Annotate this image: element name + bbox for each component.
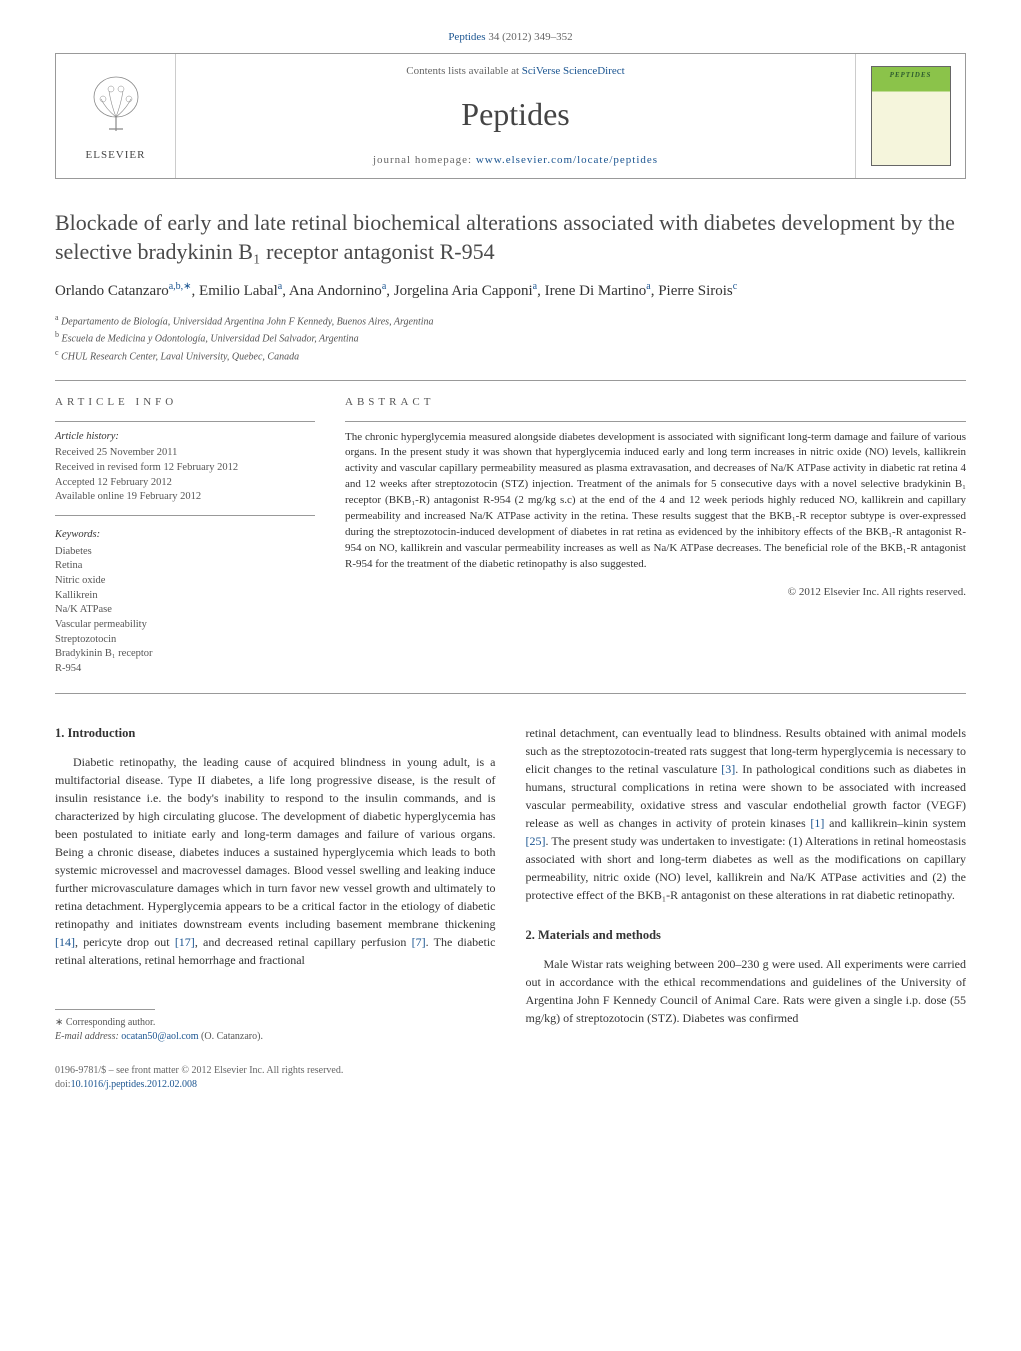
journal-homepage: journal homepage: www.elsevier.com/locat… <box>186 153 845 168</box>
reference-link[interactable]: [14] <box>55 935 75 949</box>
journal-link[interactable]: Peptides <box>448 31 485 43</box>
section-title-intro: 1. Introduction <box>55 724 496 743</box>
author: Orlando Catanzaro <box>55 283 169 299</box>
email-link[interactable]: ocatan50@aol.com <box>121 1031 198 1042</box>
history-item: Accepted 12 February 2012 <box>55 476 315 491</box>
homepage-label: journal homepage: <box>373 154 472 166</box>
keyword: Retina <box>55 559 315 574</box>
affiliation-text: Departamento de Biología, Universidad Ar… <box>61 316 433 327</box>
article-title: Blockade of early and late retinal bioch… <box>55 209 966 266</box>
article-info-column: ARTICLE INFO Article history: Received 2… <box>55 395 315 677</box>
affiliation-b: b Escuela de Medicina y Odontología, Uni… <box>55 329 966 346</box>
publisher-logo-cell: ELSEVIER <box>56 54 176 178</box>
right-column: retinal detachment, can eventually lead … <box>526 724 967 1044</box>
body-columns: 1. Introduction Diabetic retinopathy, th… <box>55 724 966 1044</box>
author-affil-sup: a,b,∗ <box>169 281 192 292</box>
affiliation-text: CHUL Research Center, Laval University, … <box>61 351 299 362</box>
author: , Irene Di Martino <box>537 283 646 299</box>
email-label: E-mail address: <box>55 1031 119 1042</box>
corresponding-author-footnote: ∗ Corresponding author. E-mail address: … <box>55 1016 496 1044</box>
body-text: Diabetic retinopathy, the leading cause … <box>55 755 496 931</box>
keywords-label: Keywords: <box>55 528 315 543</box>
homepage-url[interactable]: www.elsevier.com/locate/peptides <box>476 154 658 166</box>
affiliation-c: c CHUL Research Center, Laval University… <box>55 347 966 364</box>
contents-available: Contents lists available at SciVerse Sci… <box>186 64 845 79</box>
body-paragraph: retinal detachment, can eventually lead … <box>526 724 967 904</box>
article-info-header: ARTICLE INFO <box>55 395 315 410</box>
citation-header: Peptides 34 (2012) 349–352 <box>55 30 966 45</box>
author: , Jorgelina Aria Capponi <box>386 283 532 299</box>
keyword: Bradykinin B₁ receptor <box>55 647 315 662</box>
reference-link[interactable]: [17] <box>175 935 195 949</box>
doi-label: doi: <box>55 1079 71 1090</box>
body-text: , pericyte drop out <box>75 935 175 949</box>
doi-link[interactable]: 10.1016/j.peptides.2012.02.008 <box>71 1079 197 1090</box>
keyword: Streptozotocin <box>55 633 315 648</box>
elsevier-tree-icon <box>81 69 151 139</box>
history-item: Received 25 November 2011 <box>55 446 315 461</box>
section-title-methods: 2. Materials and methods <box>526 926 967 945</box>
citation-text: 34 (2012) 349–352 <box>488 31 572 43</box>
abstract-copyright: © 2012 Elsevier Inc. All rights reserved… <box>345 585 966 600</box>
reference-link[interactable]: [25] <box>526 834 546 848</box>
contents-text: Contents lists available at <box>406 65 519 77</box>
footer: 0196-9781/$ – see front matter © 2012 El… <box>55 1064 966 1092</box>
author-list: Orlando Catanzaroa,b,∗, Emilio Labala, A… <box>55 280 966 302</box>
info-abstract-row: ARTICLE INFO Article history: Received 2… <box>55 395 966 677</box>
author: , Emilio Labal <box>192 283 278 299</box>
corr-label: ∗ Corresponding author. <box>55 1016 496 1030</box>
keyword: Kallikrein <box>55 589 315 604</box>
reference-link[interactable]: [1] <box>810 816 824 830</box>
journal-title: Peptides <box>186 92 845 137</box>
cover-cell: PEPTIDES <box>855 54 965 178</box>
affiliation-a: a Departamento de Biología, Universidad … <box>55 312 966 329</box>
author-affil-sup: c <box>733 281 737 292</box>
divider <box>55 693 966 694</box>
author: , Pierre Sirois <box>651 283 733 299</box>
reference-link[interactable]: [3] <box>721 762 735 776</box>
body-text: and kallikrein–kinin system <box>824 816 966 830</box>
keyword: Diabetes <box>55 545 315 560</box>
body-text: , and decreased retinal capillary perfus… <box>195 935 412 949</box>
keyword: R-954 <box>55 662 315 677</box>
author: , Ana Andornino <box>282 283 382 299</box>
left-column: 1. Introduction Diabetic retinopathy, th… <box>55 724 496 1044</box>
keyword: Nitric oxide <box>55 574 315 589</box>
footnote-separator <box>55 1009 155 1010</box>
email-line: E-mail address: ocatan50@aol.com (O. Cat… <box>55 1030 496 1044</box>
elsevier-logo: ELSEVIER <box>81 69 151 164</box>
keyword: Vascular permeability <box>55 618 315 633</box>
cover-title: PEPTIDES <box>872 71 950 81</box>
abstract-column: ABSTRACT The chronic hyperglycemia measu… <box>345 395 966 677</box>
reference-link[interactable]: [7] <box>412 935 426 949</box>
journal-cover-thumbnail: PEPTIDES <box>871 66 951 166</box>
body-paragraph: Male Wistar rats weighing between 200–23… <box>526 955 967 1027</box>
publisher-name: ELSEVIER <box>81 148 151 163</box>
sciencedirect-link[interactable]: SciVerse ScienceDirect <box>522 65 625 77</box>
email-person: (O. Catanzaro). <box>199 1031 263 1042</box>
history-label: Article history: <box>55 430 315 445</box>
abstract-header: ABSTRACT <box>345 395 966 410</box>
banner-center: Contents lists available at SciVerse Sci… <box>176 54 855 178</box>
issn-line: 0196-9781/$ – see front matter © 2012 El… <box>55 1064 966 1078</box>
history-item: Received in revised form 12 February 201… <box>55 461 315 476</box>
doi-line: doi:10.1016/j.peptides.2012.02.008 <box>55 1078 966 1092</box>
body-paragraph: Diabetic retinopathy, the leading cause … <box>55 753 496 969</box>
keyword: Na/K ATPase <box>55 603 315 618</box>
body-text: . The present study was undertaken to in… <box>526 834 967 902</box>
divider <box>55 515 315 516</box>
history-item: Available online 19 February 2012 <box>55 490 315 505</box>
journal-banner: ELSEVIER Contents lists available at Sci… <box>55 53 966 179</box>
abstract-text: The chronic hyperglycemia measured along… <box>345 430 966 573</box>
affiliation-text: Escuela de Medicina y Odontología, Unive… <box>62 334 359 345</box>
divider <box>345 421 966 422</box>
divider <box>55 421 315 422</box>
affiliations: a Departamento de Biología, Universidad … <box>55 312 966 364</box>
divider <box>55 380 966 381</box>
